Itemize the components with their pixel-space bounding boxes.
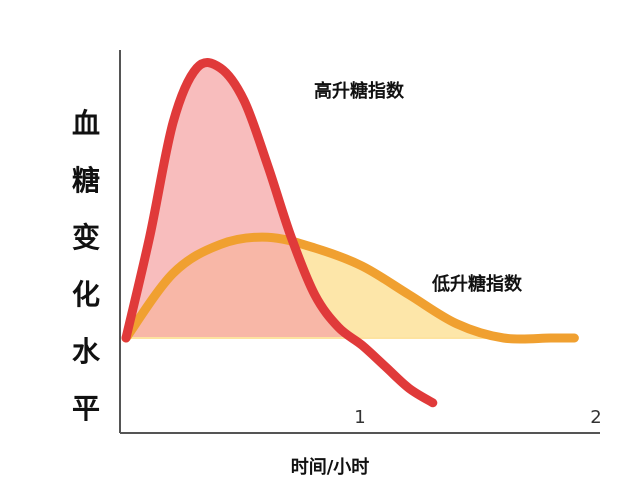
series-areas	[126, 62, 575, 340]
x-axis-label: 时间/小时	[291, 457, 370, 478]
y-axis-label-char: 水	[72, 335, 101, 368]
series-line-low-gi	[121, 232, 579, 344]
y-axis-label-char: 变	[72, 221, 100, 254]
series-label-high-gi: 高升糖指数	[314, 80, 405, 102]
series-line-high-gi	[121, 58, 438, 408]
y-axis-label-char: 化	[72, 278, 100, 311]
series-lines	[121, 58, 579, 408]
y-axis-label-char: 平	[72, 392, 100, 425]
y-axis-label-char: 糖	[72, 164, 100, 197]
x-tick-label: 2	[590, 407, 601, 428]
y-axis-label-char: 血	[72, 107, 100, 140]
series-label-low-gi: 低升糖指数	[431, 273, 523, 295]
x-tick-label: 1	[354, 407, 365, 428]
